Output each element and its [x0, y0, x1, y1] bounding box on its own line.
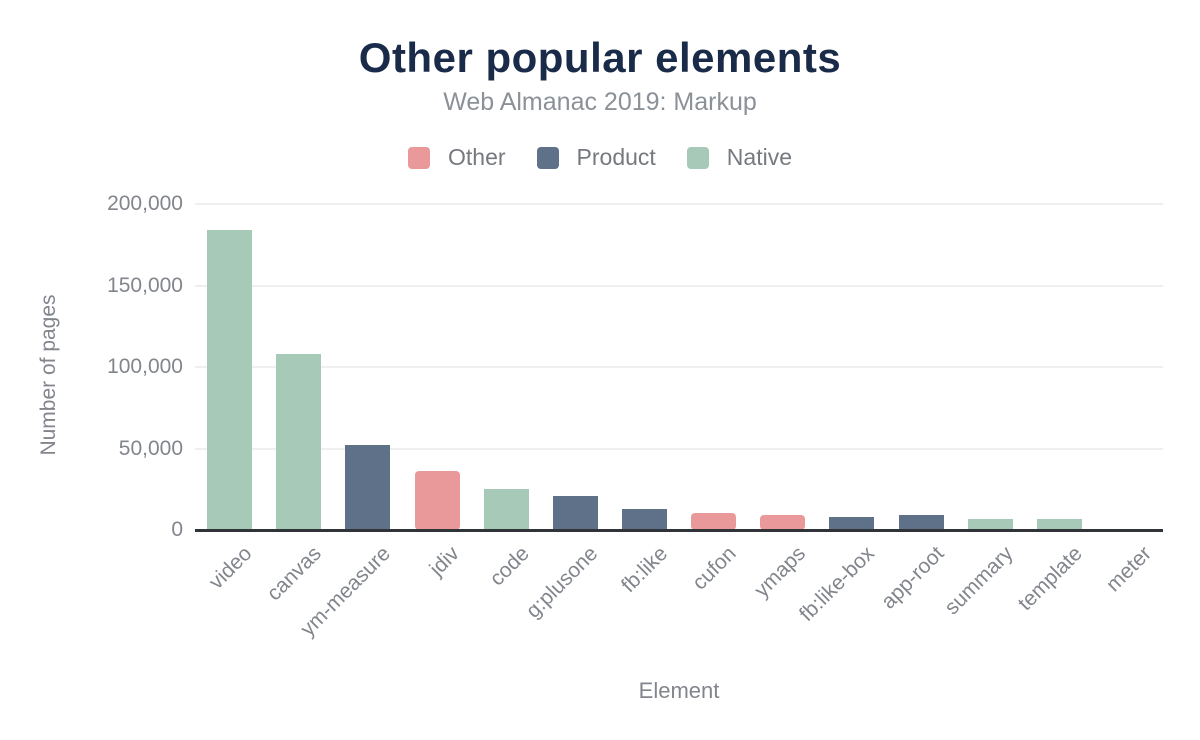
gridline	[195, 284, 1163, 287]
x-axis-line	[195, 528, 1163, 532]
bar-canvas[interactable]	[276, 354, 321, 530]
bar-code[interactable]	[484, 489, 529, 530]
x-tick-label-jdiv: jdiv	[425, 542, 465, 581]
y-tick-label: 100,000	[107, 355, 183, 378]
x-tick-label-template: template	[1013, 542, 1087, 616]
bar-template[interactable]	[1037, 519, 1082, 530]
bar-fb:like-box[interactable]	[829, 517, 874, 530]
legend-swatch-icon	[536, 146, 559, 169]
legend-label: Other	[448, 144, 506, 170]
legend-swatch-icon	[686, 146, 709, 169]
y-tick-label: 150,000	[107, 273, 183, 297]
legend-label: Native	[726, 144, 792, 170]
chart-subtitle: Web Almanac 2019: Markup	[443, 88, 757, 116]
legend-label: Product	[576, 144, 656, 170]
legend-item-native: Native	[686, 144, 792, 171]
gridline	[195, 366, 1163, 368]
bar-app-root[interactable]	[899, 515, 944, 530]
legend: Other Product Native	[0, 144, 1200, 171]
y-tick-label: 50,000	[118, 436, 183, 460]
x-tick-label-video: video	[205, 542, 257, 594]
legend-swatch-icon	[408, 146, 430, 169]
bar-ym-measure[interactable]	[345, 445, 390, 530]
x-tick-label-fb:like: fb:like	[616, 542, 672, 598]
x-axis-title: Element	[638, 678, 720, 703]
x-tick-label-ymaps: ymaps	[749, 542, 810, 603]
y-tick-label: 0	[171, 518, 183, 541]
chart-title: Other popular elements	[358, 34, 842, 81]
x-tick-label-fb:like-box: fb:like-box	[795, 542, 880, 626]
legend-item-other: Other	[408, 144, 506, 171]
gridline	[195, 203, 1163, 205]
legend-item-product: Product	[536, 144, 656, 171]
bar-jdiv[interactable]	[415, 471, 460, 530]
bar-g:plusone[interactable]	[553, 496, 598, 530]
x-tick-label-summary: summary	[940, 542, 1018, 620]
bar-ymaps[interactable]	[760, 515, 805, 530]
x-tick-label-canvas: canvas	[262, 542, 326, 606]
bar-cufon[interactable]	[691, 513, 736, 530]
gridline	[195, 447, 1163, 450]
bar-summary[interactable]	[968, 519, 1013, 530]
x-tick-label-meter: meter	[1101, 542, 1156, 597]
x-tick-label-code: code	[484, 542, 534, 591]
bar-fb:like[interactable]	[622, 509, 667, 530]
x-tick-label-g:plusone: g:plusone	[521, 542, 603, 623]
x-tick-label-app-root: app-root	[876, 542, 949, 614]
y-tick-label: 200,000	[107, 192, 183, 215]
bar-video[interactable]	[207, 230, 252, 530]
x-tick-label-cufon: cufon	[688, 542, 741, 595]
